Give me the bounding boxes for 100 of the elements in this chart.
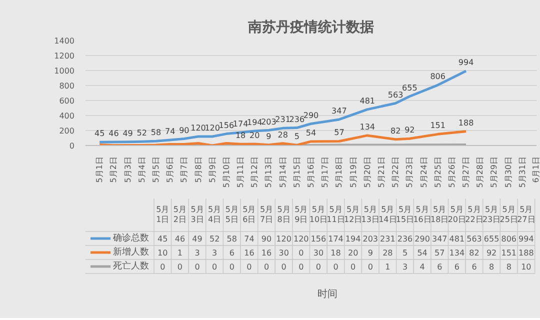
data-label: 9 — [368, 248, 373, 258]
data-label: 18 — [330, 248, 341, 258]
data-label: 1 — [177, 248, 182, 258]
data-label: 290 — [414, 234, 430, 244]
data-label: 0 — [298, 248, 304, 258]
x-tick-label: 5月8日 — [277, 205, 290, 224]
data-label: 0 — [350, 262, 356, 272]
x-tick-label: 5月1日 — [95, 156, 104, 183]
data-label: 806 — [430, 72, 446, 82]
x-tick-label: 5月3日 — [123, 156, 132, 183]
data-label: 20 — [250, 131, 260, 140]
data-label: 0 — [212, 262, 218, 272]
data-label: 806 — [501, 234, 517, 244]
x-tick-label: 5月7日 — [260, 205, 274, 224]
x-tick-label: 5月17日 — [320, 156, 330, 188]
x-tick-label: 5月10日 — [222, 156, 231, 188]
data-label: 0 — [177, 262, 182, 272]
data-label: 49 — [192, 234, 202, 244]
y-tick-label: 800 — [59, 82, 75, 90]
data-label: 1 — [385, 262, 390, 272]
data-label: 481 — [360, 96, 376, 106]
data-label: 134 — [360, 122, 376, 132]
x-tick-label: 5月25日 — [500, 205, 518, 224]
x-tick-label: 5月12日 — [344, 205, 362, 224]
data-label: 16 — [261, 248, 272, 258]
x-tick-label: 5月2日 — [109, 156, 118, 183]
data-label: 151 — [430, 121, 446, 130]
x-tick-label: 5月25日 — [433, 156, 442, 188]
data-label: 174 — [232, 119, 248, 128]
data-label: 3 — [194, 248, 200, 258]
data-label: 994 — [458, 58, 474, 67]
data-label: 156 — [218, 120, 234, 130]
data-label: 90 — [179, 126, 190, 135]
x-tick-label: 5月29日 — [490, 156, 499, 188]
data-label: 46 — [174, 234, 186, 244]
data-label: 120 — [293, 234, 309, 244]
data-label: 9 — [266, 132, 272, 141]
x-tick-label: 5月22日 — [465, 205, 484, 224]
data-label: 0 — [333, 262, 338, 272]
data-label: 45 — [94, 129, 105, 138]
data-label: 655 — [484, 234, 500, 244]
x-tick-label: 5月27日 — [517, 205, 536, 224]
x-tick-label: 5月21日 — [376, 156, 386, 188]
x-tick-label: 5月9日 — [294, 205, 308, 224]
x-tick-label: 5月11日 — [236, 156, 246, 188]
data-label: 6 — [472, 262, 477, 272]
data-label: 188 — [458, 118, 474, 128]
data-label: 290 — [303, 110, 319, 120]
x-tick-label: 5月6日 — [166, 156, 175, 183]
data-label: 655 — [402, 83, 418, 92]
data-label: 18 — [235, 131, 246, 140]
x-tick-label: 5月15日 — [292, 156, 302, 188]
data-label: 120 — [190, 124, 206, 132]
x-tick-label: 5月24日 — [419, 156, 428, 188]
data-label: 236 — [289, 114, 305, 124]
x-tick-label: 5月28日 — [476, 156, 485, 188]
data-label: 30 — [278, 248, 289, 258]
data-label: 0 — [194, 262, 200, 272]
data-label: 134 — [449, 248, 465, 258]
x-tick-label: 5月10日 — [309, 205, 328, 224]
data-label: 0 — [246, 262, 252, 272]
x-tick-label: 5月22日 — [391, 156, 400, 188]
x-tick-label: 5月12日 — [250, 156, 260, 188]
data-label: 30 — [313, 248, 324, 258]
data-label: 188 — [518, 248, 534, 258]
data-label: 46 — [108, 129, 119, 138]
y-tick-label: 1000 — [54, 66, 74, 76]
x-tick-label: 5月7日 — [180, 156, 189, 183]
data-label: 0 — [368, 262, 373, 272]
x-tick-label: 5月15日 — [396, 205, 414, 224]
x-tick-label: 5月6日 — [242, 205, 256, 224]
x-tick-label: 5月18日 — [430, 205, 449, 224]
x-tick-label: 5月26日 — [447, 156, 456, 188]
x-tick-label: 5月30日 — [504, 156, 513, 188]
data-label: 3 — [212, 248, 218, 258]
data-label: 236 — [397, 234, 413, 244]
y-tick-label: 600 — [59, 96, 75, 106]
x-axis-title: 时间 — [318, 288, 338, 300]
data-label: 6 — [229, 248, 234, 258]
data-label: 5 — [294, 132, 300, 142]
x-tick-label: 5月18日 — [334, 156, 344, 188]
data-label: 90 — [261, 234, 272, 244]
x-tick-label: 5月13日 — [361, 205, 380, 224]
legend-label: 新增人数 — [113, 246, 150, 258]
data-label: 563 — [388, 90, 404, 100]
data-label: 54 — [417, 248, 428, 258]
data-label: 58 — [226, 234, 237, 244]
data-label: 6 — [437, 262, 442, 272]
x-tick-label: 6月1日 — [532, 156, 540, 183]
x-tick-label: 5月16日 — [306, 156, 316, 188]
data-label: 194 — [246, 118, 262, 127]
data-label: 203 — [362, 234, 378, 244]
data-label: 8 — [506, 262, 512, 272]
y-tick-label: 200 — [59, 126, 75, 136]
x-tick-label: 5月4日 — [208, 205, 222, 224]
data-label: 20 — [348, 248, 358, 258]
data-label: 0 — [229, 262, 234, 272]
x-tick-label: 5月14日 — [378, 205, 397, 224]
data-label: 28 — [278, 130, 288, 140]
data-label: 0 — [160, 262, 166, 272]
